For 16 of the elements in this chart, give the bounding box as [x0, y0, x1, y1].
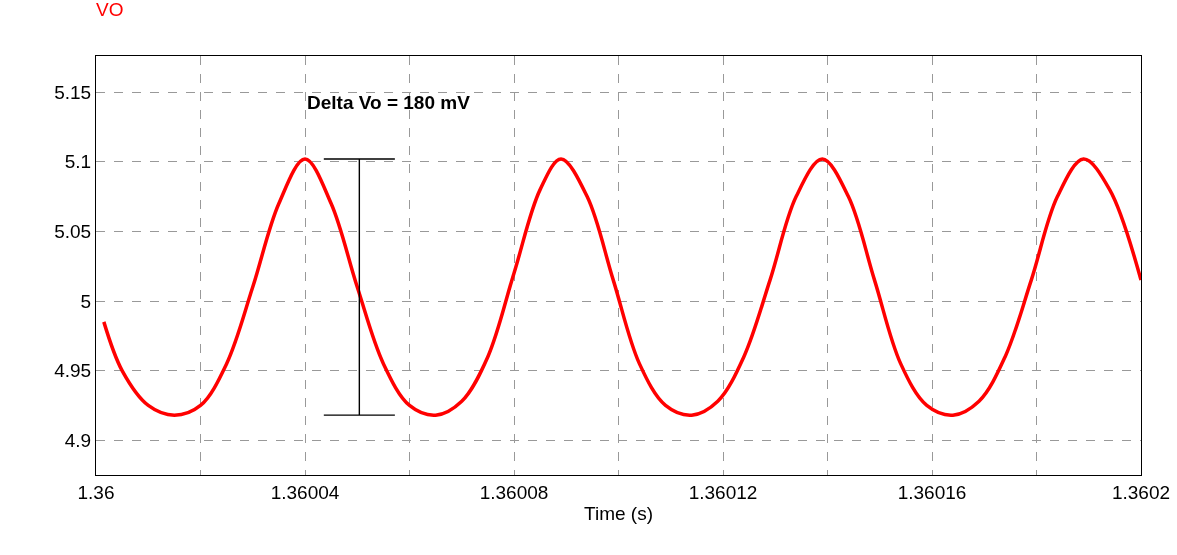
y-tick-label: 5.05 [54, 221, 92, 243]
y-tick-label: 5.15 [54, 81, 92, 103]
y-tick-label: 4.9 [64, 429, 92, 451]
x-tick-label: 1.3602 [1111, 481, 1171, 503]
x-axis-title: Time (s) [584, 502, 653, 524]
y-tick-label: 5 [80, 290, 92, 312]
y-tick-label: 4.95 [54, 360, 92, 382]
line-series [102, 157, 1141, 417]
x-tick-label: 1.36 [77, 481, 115, 503]
x-tick-label: 1.36016 [897, 481, 967, 503]
x-tick-label: 1.36008 [479, 481, 549, 503]
x-tick-label: 1.36004 [270, 481, 340, 503]
chart-title: VO [96, 0, 124, 21]
y-tick-label: 5.1 [64, 151, 92, 173]
x-tick-label: 1.36012 [688, 481, 758, 503]
annotation: Delta Vo = 180 mV [307, 92, 471, 113]
